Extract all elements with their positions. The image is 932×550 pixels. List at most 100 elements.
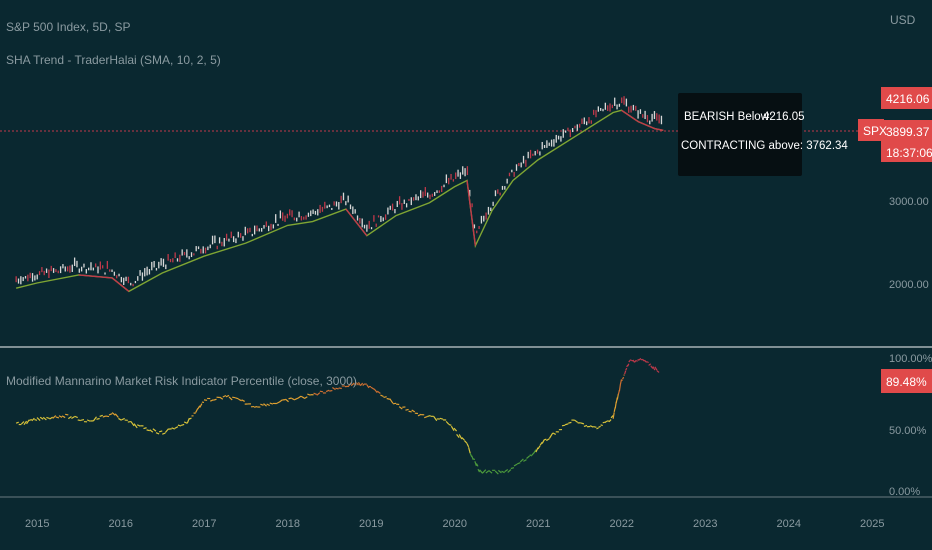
risk-line-segment	[537, 445, 541, 450]
candle	[518, 162, 520, 167]
candle	[263, 225, 265, 229]
risk-line-segment	[152, 428, 157, 432]
candle	[494, 190, 497, 197]
risk-line-segment	[263, 403, 268, 407]
risk-line-segment	[600, 424, 603, 427]
candle	[520, 162, 522, 168]
candle	[307, 212, 310, 217]
risk-line-segment	[213, 398, 217, 401]
candle	[279, 210, 282, 219]
candle	[391, 203, 394, 211]
risk-line-segment	[477, 468, 481, 473]
risk-line-segment	[373, 388, 378, 394]
risk-line-segment	[36, 417, 41, 421]
candle	[359, 217, 361, 224]
risk-line-segment	[631, 359, 634, 362]
candle	[268, 225, 270, 232]
candle	[289, 209, 291, 216]
candle	[326, 205, 328, 209]
trend-bearish-segment	[111, 277, 130, 292]
risk-line-segment	[34, 418, 38, 421]
symbol-title[interactable]: S&P 500 Index, 5D, SP	[6, 20, 131, 34]
info-contracting-line: CONTRACTING above: 3762.34	[681, 140, 848, 152]
candle	[555, 134, 557, 143]
risk-line-segment	[598, 425, 601, 428]
candle	[349, 204, 352, 210]
candle	[204, 247, 207, 254]
risk-line-segment	[285, 398, 289, 403]
candle	[539, 151, 541, 156]
candle	[408, 198, 410, 201]
risk-line-segment	[627, 363, 630, 367]
risk-line-segment	[121, 417, 125, 421]
risk-line-segment	[319, 390, 324, 393]
candle	[384, 214, 387, 220]
candle	[506, 178, 508, 184]
risk-line-segment	[49, 416, 53, 420]
risk-line-segment	[370, 386, 375, 390]
risk-line-segment	[177, 424, 182, 427]
candle	[111, 269, 113, 272]
year-label-2025: 2025	[860, 518, 884, 530]
candle	[604, 102, 607, 110]
risk-line-segment	[650, 365, 654, 369]
symbol-badge[interactable]	[858, 119, 884, 141]
risk-line-segment	[624, 370, 627, 375]
candle	[305, 215, 307, 220]
candle	[319, 204, 321, 213]
risk-line-segment	[628, 360, 631, 363]
risk-line-segment	[621, 379, 623, 382]
candle	[190, 252, 193, 258]
candle	[436, 190, 438, 194]
candle	[497, 189, 499, 194]
candle	[141, 272, 144, 281]
risk-line-segment	[411, 409, 416, 413]
candle	[230, 231, 232, 238]
risk-line-segment	[238, 398, 242, 402]
risk-line-segment	[458, 434, 463, 440]
candle	[635, 105, 637, 111]
lower-indicator-title[interactable]: Modified Mannarino Market Risk Indicator…	[6, 374, 357, 388]
trend-bearish-segment	[621, 109, 639, 123]
candle	[232, 236, 235, 243]
candle	[534, 151, 536, 156]
risk-line-segment	[608, 419, 612, 423]
candle	[338, 202, 340, 210]
current-price-tag	[881, 120, 932, 142]
candle	[113, 271, 116, 276]
info-box	[678, 93, 802, 176]
candle	[639, 109, 642, 114]
risk-line-segment	[398, 406, 403, 410]
candle	[450, 173, 452, 180]
candle	[214, 235, 216, 244]
risk-line-segment	[376, 390, 381, 394]
candle	[410, 197, 412, 206]
risk-line-segment	[604, 420, 608, 424]
risk-line-segment	[26, 419, 30, 425]
indicator-title[interactable]: SHA Trend - TraderHalai (SMA, 10, 2, 5)	[6, 53, 221, 67]
candle	[368, 220, 370, 229]
candle	[223, 237, 225, 247]
candle	[242, 236, 244, 241]
candle	[508, 172, 511, 177]
candle	[644, 110, 646, 120]
risk-line-segment	[42, 416, 47, 421]
candle	[564, 130, 567, 133]
candle	[55, 269, 57, 273]
risk-line-segment	[199, 403, 203, 408]
candle	[36, 274, 38, 280]
candle	[585, 121, 588, 126]
risk-line-segment	[235, 397, 239, 400]
candle	[57, 270, 59, 274]
candle	[419, 190, 422, 199]
candle	[186, 249, 188, 258]
risk-line-segment	[463, 440, 468, 444]
risk-line-segment	[278, 399, 283, 403]
trend-bearish-segment	[637, 120, 656, 130]
risk-line-segment	[529, 454, 533, 457]
candle	[22, 277, 24, 282]
risk-line-segment	[625, 367, 628, 371]
risk-line-segment	[448, 423, 452, 426]
